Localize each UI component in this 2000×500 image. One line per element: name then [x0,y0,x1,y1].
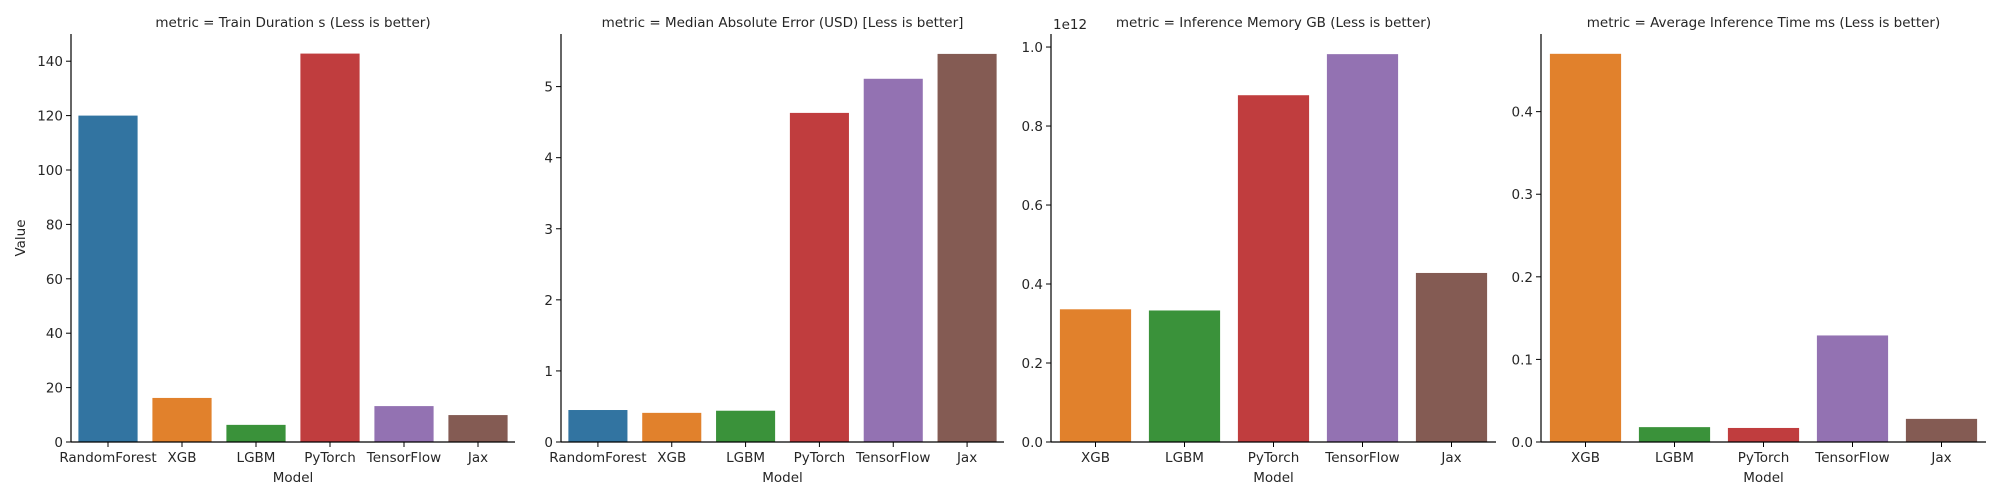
bar-xgb [152,397,212,442]
y-tick-label: 0.2 [1512,270,1533,286]
x-axis-label: Model [1743,470,1784,486]
y-tick-label: 20 [46,381,63,397]
y-tick-label: 0.8 [1022,119,1043,135]
facet-panel-3: 0.0 0.2 0.4 0.6 0.8 1.0 XGB LGBM PyTorch TensorFl… [1022,15,1496,486]
x-tick-label: TensorFlow [1814,450,1889,466]
panel-title: metric = Inference Memory GB (Less is be… [1116,15,1431,31]
bar-pytorch [789,112,849,442]
y-tick-label: 120 [37,109,63,125]
x-tick-label: XGB [657,450,686,466]
y-tick-label: 0.2 [1022,356,1043,372]
facet-panel-2: 0 1 2 3 4 5 RandomForest XGB LGBM PyTorch TensorFl… [544,15,1004,486]
x-tick-label: PyTorch [1738,450,1790,466]
x-tick-label: XGB [1081,450,1110,466]
panel-title: metric = Train Duration s (Less is bette… [155,15,430,31]
x-tick-label: RandomForest [549,450,646,466]
bar-xgb [1059,309,1132,442]
bar-jax [1415,272,1488,442]
panel-title: metric = Average Inference Time ms (Less… [1587,15,1941,31]
x-tick-label: PyTorch [794,450,846,466]
y-tick-label: 5 [544,80,553,96]
y-tick-label: 2 [544,293,553,309]
y-tick-label: 1.0 [1022,40,1043,56]
y-tick-label: 4 [544,151,553,167]
y-tick-label: 0 [54,435,63,451]
x-tick-label: LGBM [726,450,765,466]
bar-tensorflow [863,78,923,442]
bar-pytorch [300,53,360,443]
y-axis-label: Value [13,219,29,256]
x-tick-label: XGB [1571,450,1600,466]
y-offset-text: 1e12 [1053,17,1087,33]
bar-tensorflow [1816,335,1889,442]
bar-lgbm [226,424,286,442]
bar-lgbm [1638,427,1711,442]
bar-lgbm [1148,310,1221,442]
y-tick-label: 1 [544,364,553,380]
x-tick-label: PyTorch [304,450,356,466]
bar-lgbm [716,410,776,442]
x-axis-label: Model [273,470,314,486]
bar-jax [937,53,997,443]
bar-randomforest [78,115,138,442]
bar-jax [1905,418,1978,442]
x-tick-label: Jax [1930,450,1951,466]
facet-panel-4: 0.0 0.1 0.2 0.3 0.4 XGB LGBM PyTorch TensorFlow J… [1512,15,1986,486]
x-axis-label: Model [762,470,803,486]
x-tick-label: Jax [1440,450,1461,466]
bar-pytorch [1727,427,1800,442]
x-tick-label: LGBM [237,450,276,466]
y-tick-label: 60 [46,272,63,288]
x-tick-label: TensorFlow [855,450,930,466]
bar-randomforest [568,410,628,442]
bar-tensorflow [1326,54,1399,442]
y-tick-label: 0.1 [1512,352,1533,368]
y-tick-label: 0.6 [1022,198,1043,214]
bar-xgb [642,412,702,442]
y-tick-label: 140 [37,54,63,70]
bar-jax [448,415,508,442]
y-tick-label: 40 [46,326,63,342]
x-tick-label: Jax [956,450,977,466]
panel-title: metric = Median Absolute Error (USD) [Le… [602,15,964,31]
facet-panel-1: 0 20 40 60 80 100 120 140 RandomForest XGB LGBM PyT… [13,15,515,486]
y-tick-label: 80 [46,217,63,233]
x-tick-label: TensorFlow [1324,450,1399,466]
x-tick-label: PyTorch [1248,450,1300,466]
x-tick-label: TensorFlow [366,450,441,466]
x-axis-label: Model [1253,470,1294,486]
x-tick-label: Jax [467,450,488,466]
y-tick-label: 0.0 [1022,435,1043,451]
y-tick-label: 0.4 [1022,277,1043,293]
y-tick-label: 0.4 [1512,105,1533,121]
y-tick-label: 3 [544,222,553,238]
bar-pytorch [1237,95,1310,442]
y-tick-label: 0.3 [1512,187,1533,203]
x-tick-label: LGBM [1165,450,1204,466]
x-tick-label: XGB [168,450,197,466]
y-tick-label: 100 [37,163,63,179]
x-tick-label: RandomForest [59,450,156,466]
x-tick-label: LGBM [1655,450,1694,466]
y-tick-label: 0.0 [1512,435,1533,451]
y-tick-label: 0 [544,435,553,451]
bar-tensorflow [374,406,434,442]
bar-xgb [1549,53,1622,442]
